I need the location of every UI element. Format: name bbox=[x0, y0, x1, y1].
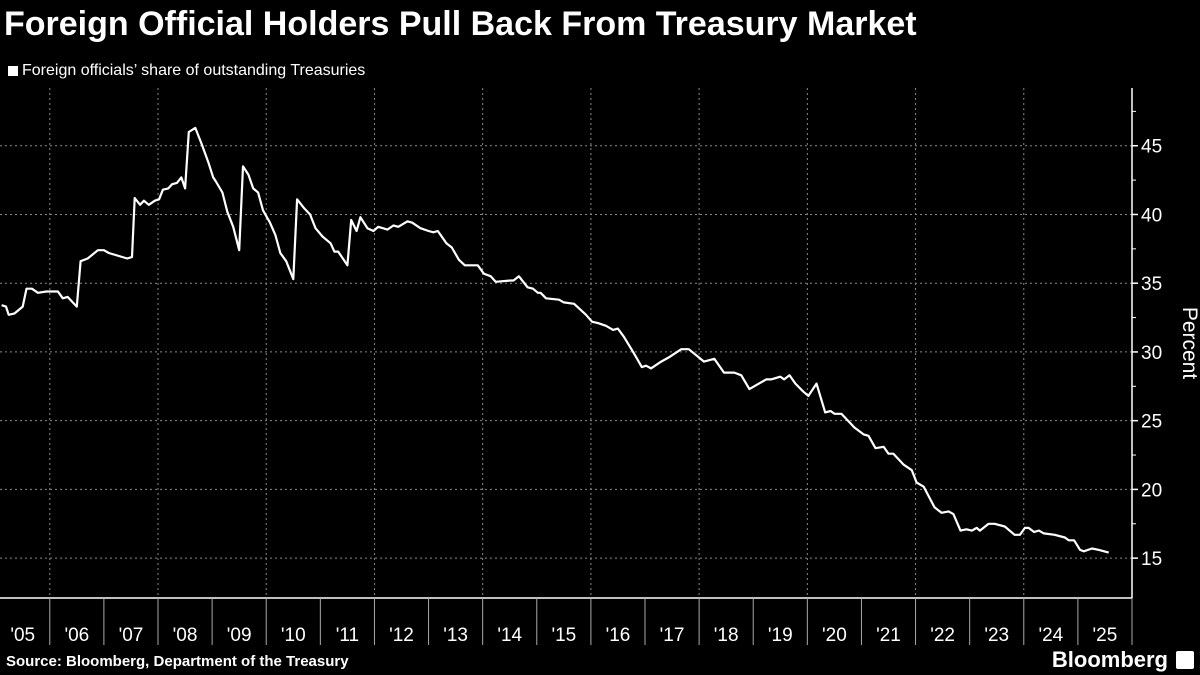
x-tick-label: '12 bbox=[389, 625, 414, 646]
x-tick-label: '14 bbox=[497, 625, 522, 646]
x-tick-label: '18 bbox=[714, 625, 739, 646]
x-tick-label: '16 bbox=[606, 625, 631, 646]
x-tick-label: '25 bbox=[1093, 625, 1118, 646]
y-axis-label: Percent bbox=[1178, 307, 1200, 380]
x-tick-label: '22 bbox=[930, 625, 955, 646]
y-tick-label: 30 bbox=[1141, 343, 1162, 364]
bloomberg-logo: Bloomberg bbox=[1052, 648, 1194, 672]
x-tick-label: '19 bbox=[768, 625, 793, 646]
x-tick-label: '21 bbox=[876, 625, 901, 646]
x-tick-label: '23 bbox=[984, 625, 1009, 646]
x-tick-label: '07 bbox=[119, 625, 144, 646]
source-note: Source: Bloomberg, Department of the Tre… bbox=[6, 653, 349, 670]
legend: Foreign officials’ share of outstanding … bbox=[8, 61, 365, 81]
y-tick-label: 35 bbox=[1141, 274, 1162, 295]
x-tick-label: '15 bbox=[551, 625, 576, 646]
x-tick-label: '13 bbox=[443, 625, 468, 646]
x-tick-label: '17 bbox=[660, 625, 685, 646]
logo-text: Bloomberg bbox=[1051, 647, 1168, 672]
x-tick-label: '20 bbox=[822, 625, 847, 646]
y-tick-label: 40 bbox=[1141, 205, 1162, 226]
y-tick-label: 45 bbox=[1141, 137, 1162, 158]
y-tick-label: 25 bbox=[1141, 412, 1162, 433]
legend-label: Foreign officials’ share of outstanding … bbox=[22, 62, 366, 79]
y-tick-label: 15 bbox=[1141, 549, 1162, 570]
x-tick-label: '09 bbox=[227, 625, 252, 646]
legend-swatch bbox=[8, 66, 18, 76]
chart-title: Foreign Official Holders Pull Back From … bbox=[4, 5, 917, 43]
series-line bbox=[1, 126, 1109, 554]
x-tick-label: '10 bbox=[281, 625, 306, 646]
x-tick-label: '05 bbox=[10, 625, 35, 646]
x-tick-label: '08 bbox=[173, 625, 198, 646]
x-tick-label: '11 bbox=[336, 625, 359, 646]
x-tick-label: '24 bbox=[1038, 625, 1063, 646]
y-tick-label: 20 bbox=[1141, 480, 1162, 501]
x-tick-label: '06 bbox=[64, 625, 89, 646]
bloomberg-chart-icon bbox=[1176, 651, 1194, 669]
